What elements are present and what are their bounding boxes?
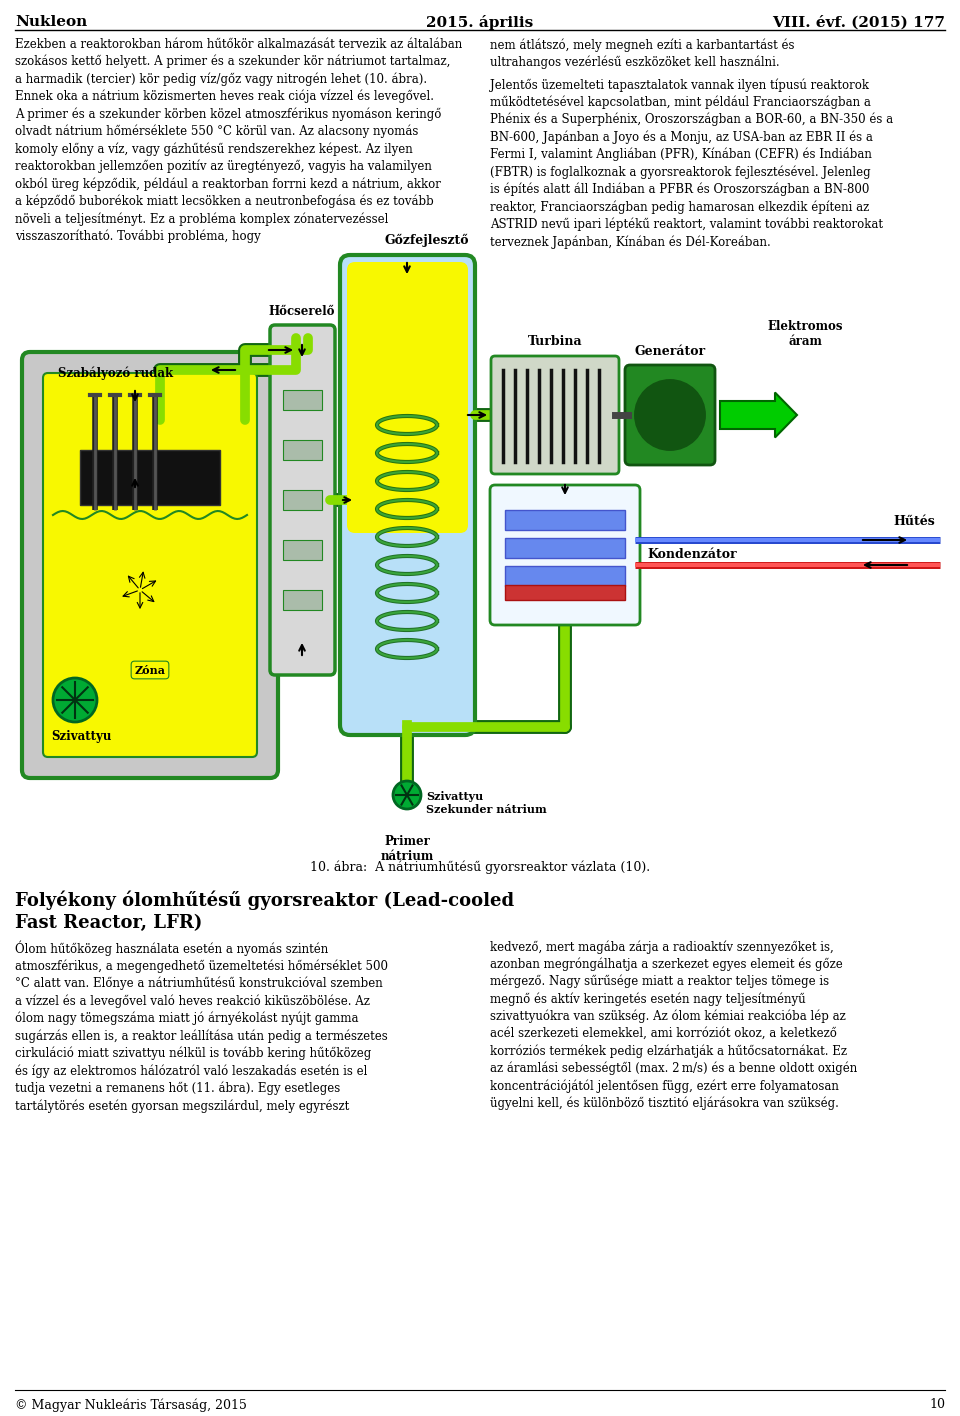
- Text: Hőcserelő: Hőcserelő: [269, 304, 335, 319]
- Text: © Magyar Nukleáris Társaság, 2015: © Magyar Nukleáris Társaság, 2015: [15, 1398, 247, 1412]
- Bar: [283, 490, 322, 510]
- Text: Szivattyu: Szivattyu: [51, 731, 111, 743]
- FancyBboxPatch shape: [340, 255, 475, 735]
- Bar: [505, 585, 625, 600]
- Bar: [505, 538, 625, 558]
- FancyBboxPatch shape: [22, 353, 278, 777]
- Text: Kondenzátor: Kondenzátor: [647, 548, 736, 562]
- Text: Hűtés: Hűtés: [893, 515, 935, 528]
- FancyBboxPatch shape: [347, 262, 468, 532]
- Text: Nukleon: Nukleon: [15, 16, 87, 28]
- Text: 2015. április: 2015. április: [426, 16, 534, 30]
- Text: Elektromos
áram: Elektromos áram: [767, 320, 843, 348]
- Text: 10: 10: [929, 1398, 945, 1410]
- Circle shape: [633, 378, 707, 452]
- Bar: [505, 566, 625, 586]
- Bar: [80, 450, 220, 506]
- Bar: [283, 440, 322, 460]
- Text: Zóna: Zóna: [134, 664, 165, 675]
- Bar: [283, 590, 322, 610]
- Text: VIII. évf. (2015) 177: VIII. évf. (2015) 177: [772, 16, 945, 30]
- Text: kedvező, mert magába zárja a radioaktív szennyezőket is,
azonban megróngálhatja : kedvező, mert magába zárja a radioaktív …: [490, 940, 857, 1110]
- Text: Gőzfejlesztő: Gőzfejlesztő: [385, 234, 469, 246]
- Circle shape: [53, 678, 97, 722]
- Circle shape: [393, 782, 421, 809]
- Text: Jelentős üzemelteti tapasztalatok vannak ilyen típusú reaktorok
működtetésével k: Jelentős üzemelteti tapasztalatok vannak…: [490, 78, 893, 249]
- Text: Generátor: Generátor: [635, 346, 706, 358]
- Text: Ólom hűtőközeg használata esetén a nyomás szintén
atmoszférikus, a megengedhető : Ólom hűtőközeg használata esetén a nyomá…: [15, 940, 388, 1113]
- Text: Turbina: Turbina: [528, 336, 583, 348]
- FancyArrow shape: [720, 392, 797, 438]
- FancyBboxPatch shape: [43, 372, 257, 758]
- Bar: [283, 539, 322, 559]
- Text: Ezekben a reaktorokban három hűtőkör alkalmazását tervezik az általában
szokásos: Ezekben a reaktorokban három hűtőkör alk…: [15, 38, 463, 244]
- Bar: [283, 389, 322, 411]
- Text: Primer
nátrium: Primer nátrium: [380, 835, 434, 862]
- Text: nem átlátszó, mely megneh ezíti a karbantartást és
ultrahangos vezérlésű eszközö: nem átlátszó, mely megneh ezíti a karban…: [490, 38, 795, 69]
- Text: Szivattyu
Szekunder nátrium: Szivattyu Szekunder nátrium: [426, 792, 547, 814]
- FancyBboxPatch shape: [625, 365, 715, 464]
- Bar: [505, 510, 625, 530]
- Text: Fast Reactor, LFR): Fast Reactor, LFR): [15, 913, 203, 932]
- Text: Szabályozó rudak: Szabályozó rudak: [58, 367, 173, 379]
- FancyBboxPatch shape: [491, 355, 619, 474]
- Text: Folyékony ólomhűtésű gyorsreaktor (Lead-cooled: Folyékony ólomhűtésű gyorsreaktor (Lead-…: [15, 891, 515, 909]
- FancyBboxPatch shape: [490, 486, 640, 624]
- FancyBboxPatch shape: [270, 326, 335, 675]
- Text: 10. ábra:  A nátriumhűtésű gyorsreaktor vázlata (10).: 10. ábra: A nátriumhűtésű gyorsreaktor v…: [310, 860, 650, 874]
